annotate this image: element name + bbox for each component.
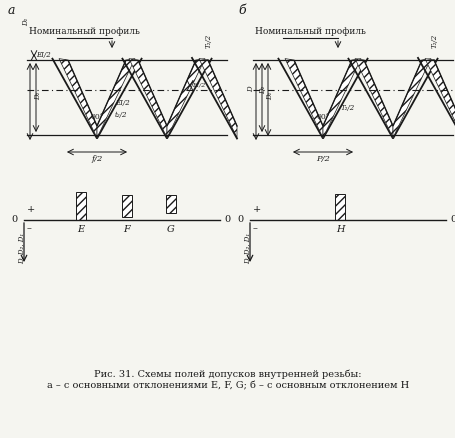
Text: 0: 0 bbox=[223, 215, 230, 225]
Bar bbox=[166, 195, 176, 213]
Bar bbox=[334, 194, 344, 220]
Text: +: + bbox=[253, 205, 261, 214]
Text: 0: 0 bbox=[238, 215, 243, 225]
Text: EI/2: EI/2 bbox=[36, 51, 51, 59]
Text: D₁: D₁ bbox=[265, 91, 273, 99]
Polygon shape bbox=[322, 59, 360, 138]
Polygon shape bbox=[167, 59, 205, 138]
Polygon shape bbox=[97, 59, 135, 138]
Text: D: D bbox=[247, 86, 254, 92]
Polygon shape bbox=[284, 59, 322, 138]
Polygon shape bbox=[392, 59, 430, 138]
Text: EI/2: EI/2 bbox=[115, 99, 130, 107]
Text: D₁: D₁ bbox=[22, 18, 30, 26]
Text: T₂/2: T₂/2 bbox=[430, 34, 438, 48]
Text: Номинальный профиль: Номинальный профиль bbox=[254, 27, 365, 36]
Polygon shape bbox=[354, 59, 392, 138]
Bar bbox=[122, 195, 131, 217]
Text: D, D₂, D₁: D, D₂, D₁ bbox=[17, 233, 25, 264]
Text: t₂/2: t₂/2 bbox=[115, 111, 127, 119]
Polygon shape bbox=[198, 59, 237, 138]
Text: 60°: 60° bbox=[90, 113, 104, 121]
Text: T₂/2: T₂/2 bbox=[205, 34, 212, 48]
Text: –: – bbox=[27, 224, 32, 233]
Text: 0: 0 bbox=[12, 215, 18, 225]
Text: D₂: D₂ bbox=[34, 91, 42, 99]
Text: б: б bbox=[238, 4, 245, 17]
Text: а: а bbox=[8, 4, 15, 17]
Text: T₂/2: T₂/2 bbox=[340, 104, 354, 112]
Text: P/2: P/2 bbox=[315, 155, 329, 163]
Text: 60°: 60° bbox=[315, 113, 329, 121]
Text: Номинальный профиль: Номинальный профиль bbox=[29, 27, 140, 36]
Text: D, D₂, D₁: D, D₂, D₁ bbox=[243, 233, 250, 264]
Text: Рис. 31. Схемы полей допусков внутренней резьбы:: Рис. 31. Схемы полей допусков внутренней… bbox=[94, 369, 361, 379]
Text: G: G bbox=[167, 225, 174, 234]
Text: F: F bbox=[123, 225, 130, 234]
Text: 0: 0 bbox=[449, 215, 455, 225]
Text: f/2: f/2 bbox=[91, 155, 102, 163]
Text: D₂: D₂ bbox=[258, 86, 267, 95]
Polygon shape bbox=[59, 59, 97, 138]
Text: –: – bbox=[253, 224, 258, 233]
Text: а – с основными отклонениями E, F, G; б – с основным отклонением H: а – с основными отклонениями E, F, G; б … bbox=[47, 381, 408, 391]
Text: EI/2: EI/2 bbox=[192, 82, 205, 88]
Polygon shape bbox=[424, 59, 455, 138]
Polygon shape bbox=[129, 59, 167, 138]
Text: +: + bbox=[27, 205, 35, 214]
Bar bbox=[76, 192, 86, 220]
Text: H: H bbox=[335, 225, 344, 234]
Text: E: E bbox=[77, 225, 84, 234]
